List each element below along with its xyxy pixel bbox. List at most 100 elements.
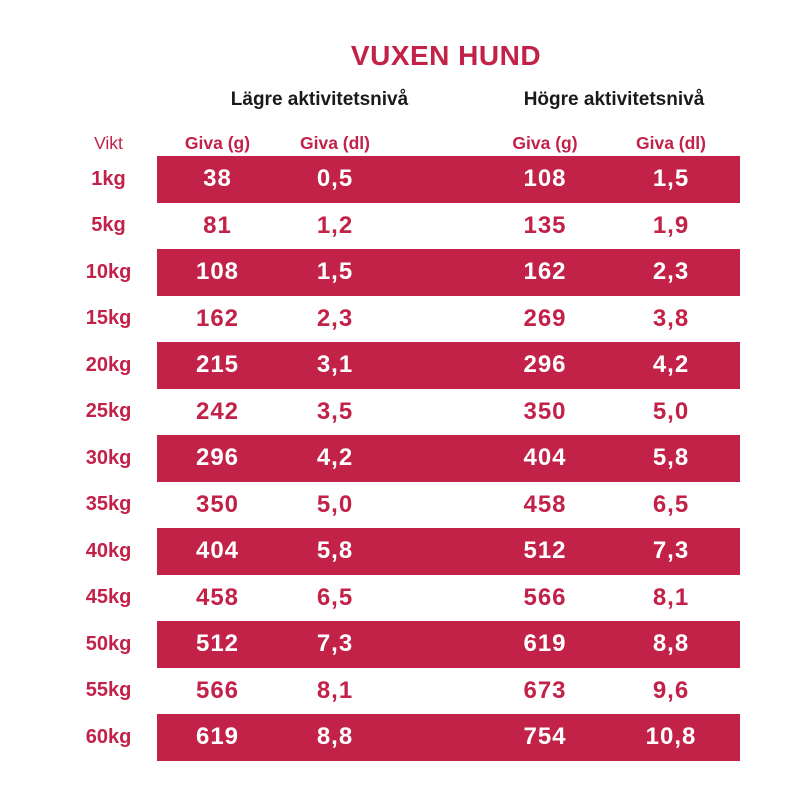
- cell-higher-giva-g: 135: [523, 211, 567, 239]
- cell-lower-giva-g: 242: [195, 397, 240, 425]
- cell-higher-giva-dl: 8,1: [652, 583, 690, 611]
- page-title: VUXEN HUND: [350, 40, 542, 71]
- cell-lower-giva-g: 619: [195, 723, 240, 751]
- table-row: 60kg 619 8,8 754 10,8: [60, 714, 800, 761]
- group-header-higher-activity: Högre aktivitetsnivå: [523, 89, 705, 110]
- cell-lower-giva-g: 404: [195, 537, 240, 565]
- cell-lower-giva-dl: 4,2: [316, 444, 354, 472]
- weight-label: 40kg: [85, 539, 132, 562]
- weight-label: 50kg: [85, 632, 132, 655]
- col-header-lower-giva-dl: Giva (dl): [299, 132, 370, 153]
- row-band: 38 0,5 108 1,5: [157, 156, 740, 203]
- row-band: 566 8,1 673 9,6: [157, 668, 740, 715]
- cell-lower-giva-g: 108: [195, 258, 240, 286]
- activity-group-header-row: Lägre aktivitetsnivå Högre aktivitetsniv…: [157, 88, 800, 112]
- weight-label: 5kg: [91, 214, 126, 237]
- cell-lower-giva-dl: 3,5: [316, 397, 354, 425]
- cell-higher-giva-g: 619: [523, 630, 567, 658]
- cell-lower-giva-g: 350: [195, 490, 240, 518]
- cell-higher-giva-g: 458: [523, 490, 567, 518]
- cell-lower-giva-dl: 2,3: [316, 304, 354, 332]
- cell-higher-giva-g: 566: [523, 583, 567, 611]
- cell-higher-giva-g: 296: [523, 351, 567, 379]
- table-row: 20kg 215 3,1 296 4,2: [60, 342, 800, 389]
- row-band: 458 6,5 566 8,1: [157, 575, 740, 622]
- weight-label: 25kg: [85, 400, 132, 423]
- weight-label: 60kg: [85, 725, 132, 748]
- cell-higher-giva-dl: 2,3: [652, 258, 690, 286]
- cell-lower-giva-dl: 8,8: [316, 723, 354, 751]
- cell-higher-giva-dl: 8,8: [652, 630, 690, 658]
- row-band: 512 7,3 619 8,8: [157, 621, 740, 668]
- cell-higher-giva-g: 673: [523, 676, 567, 704]
- row-band: 215 3,1 296 4,2: [157, 342, 740, 389]
- row-band: 162 2,3 269 3,8: [157, 296, 740, 343]
- cell-higher-giva-dl: 5,0: [652, 397, 690, 425]
- cell-higher-giva-g: 754: [523, 723, 567, 751]
- cell-lower-giva-dl: 0,5: [316, 165, 354, 193]
- cell-lower-giva-dl: 1,2: [316, 211, 354, 239]
- weight-label: 55kg: [85, 679, 132, 702]
- cell-lower-giva-dl: 6,5: [316, 583, 354, 611]
- table-row: 25kg 242 3,5 350 5,0: [60, 389, 800, 436]
- row-band: 619 8,8 754 10,8: [157, 714, 740, 761]
- cell-higher-giva-g: 512: [523, 537, 567, 565]
- table-row: 50kg 512 7,3 619 8,8: [60, 621, 800, 668]
- weight-label: 10kg: [85, 260, 132, 283]
- row-band: 81 1,2 135 1,9: [157, 203, 740, 250]
- cell-lower-giva-dl: 1,5: [316, 258, 354, 286]
- weight-label: 1kg: [91, 167, 126, 190]
- cell-higher-giva-dl: 1,5: [652, 165, 690, 193]
- cell-lower-giva-g: 81: [203, 211, 232, 239]
- col-header-lower-giva-g: Giva (g): [184, 132, 251, 153]
- cell-lower-giva-g: 38: [203, 165, 232, 193]
- cell-lower-giva-dl: 5,0: [316, 490, 354, 518]
- cell-higher-giva-dl: 6,5: [652, 490, 690, 518]
- table-row: 55kg 566 8,1 673 9,6: [60, 668, 800, 715]
- cell-higher-giva-dl: 1,9: [652, 211, 690, 239]
- cell-higher-giva-g: 162: [523, 258, 567, 286]
- row-band: 108 1,5 162 2,3: [157, 249, 740, 296]
- table-row: 45kg 458 6,5 566 8,1: [60, 575, 800, 622]
- weight-label: 15kg: [85, 307, 132, 330]
- row-band: 296 4,2 404 5,8: [157, 435, 740, 482]
- weight-label: 35kg: [85, 493, 132, 516]
- weight-label: 30kg: [85, 446, 132, 469]
- cell-higher-giva-g: 269: [523, 304, 567, 332]
- col-header-weight: Vikt: [94, 132, 123, 153]
- group-header-lower-activity: Lägre aktivitetsnivå: [230, 89, 409, 110]
- table-row: 35kg 350 5,0 458 6,5: [60, 482, 800, 529]
- cell-lower-giva-g: 296: [195, 444, 240, 472]
- cell-lower-giva-g: 215: [195, 351, 240, 379]
- row-band: 242 3,5 350 5,0: [157, 389, 740, 436]
- feeding-table-body: 1kg 38 0,5 108 1,5 5kg 81 1,2 135 1,9 10…: [60, 156, 800, 761]
- cell-higher-giva-dl: 10,8: [645, 723, 697, 751]
- row-band: 404 5,8 512 7,3: [157, 528, 740, 575]
- table-row: 10kg 108 1,5 162 2,3: [60, 249, 800, 296]
- cell-lower-giva-g: 458: [195, 583, 240, 611]
- column-header-row: Vikt Giva (g) Giva (dl) Giva (g) Giva (d…: [60, 130, 800, 156]
- cell-lower-giva-g: 162: [195, 304, 240, 332]
- cell-lower-giva-dl: 3,1: [316, 351, 354, 379]
- col-header-higher-giva-g: Giva (g): [512, 132, 578, 153]
- table-row: 5kg 81 1,2 135 1,9: [60, 203, 800, 250]
- col-header-higher-giva-dl: Giva (dl): [635, 132, 706, 153]
- row-band: 350 5,0 458 6,5: [157, 482, 740, 529]
- cell-higher-giva-dl: 4,2: [652, 351, 690, 379]
- cell-higher-giva-dl: 3,8: [652, 304, 690, 332]
- cell-lower-giva-g: 512: [195, 630, 240, 658]
- cell-lower-giva-dl: 5,8: [316, 537, 354, 565]
- cell-higher-giva-dl: 5,8: [652, 444, 690, 472]
- cell-lower-giva-g: 566: [195, 676, 240, 704]
- cell-higher-giva-dl: 7,3: [652, 537, 690, 565]
- cell-lower-giva-dl: 8,1: [316, 676, 354, 704]
- table-row: 15kg 162 2,3 269 3,8: [60, 296, 800, 343]
- weight-label: 20kg: [85, 353, 132, 376]
- weight-label: 45kg: [85, 586, 132, 609]
- cell-higher-giva-g: 404: [523, 444, 567, 472]
- table-row: 1kg 38 0,5 108 1,5: [60, 156, 800, 203]
- cell-higher-giva-g: 108: [523, 165, 567, 193]
- table-row: 30kg 296 4,2 404 5,8: [60, 435, 800, 482]
- table-row: 40kg 404 5,8 512 7,3: [60, 528, 800, 575]
